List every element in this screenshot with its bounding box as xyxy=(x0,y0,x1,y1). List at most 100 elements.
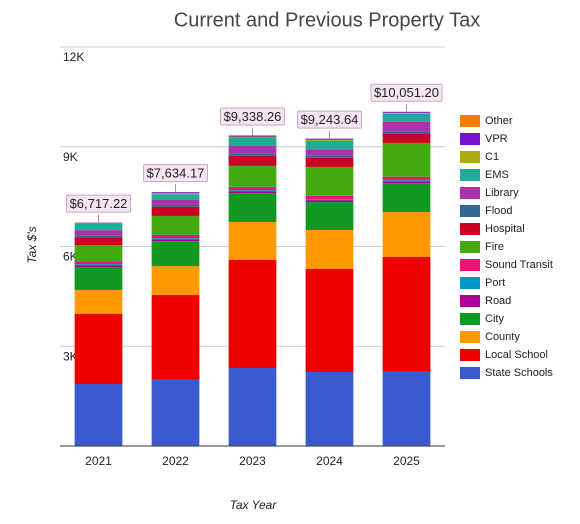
legend-label: Fire xyxy=(485,241,504,253)
bar-segment xyxy=(228,165,277,187)
bar-segment xyxy=(305,139,354,141)
total-label: $10,051.20 xyxy=(374,85,439,100)
bar-segment xyxy=(74,383,123,446)
legend-label: Hospital xyxy=(485,223,525,235)
x-tick-label: 2022 xyxy=(162,454,189,468)
bar-segment xyxy=(305,155,354,158)
legend-swatch xyxy=(460,313,480,325)
bar-segment xyxy=(151,194,200,200)
bar-segment xyxy=(382,180,431,182)
legend-label: State Schools xyxy=(485,367,553,379)
bar-segment xyxy=(74,223,123,231)
bar-segment xyxy=(382,131,431,134)
bar-segment xyxy=(151,215,200,235)
total-label: $9,243.64 xyxy=(301,112,359,127)
bar-segment xyxy=(74,222,123,224)
bar-segment xyxy=(228,193,277,223)
bar-segment xyxy=(382,121,431,132)
y-tick-label: 12K xyxy=(63,50,84,64)
bar-segment xyxy=(228,222,277,260)
bar-segment xyxy=(228,145,277,154)
legend-swatch xyxy=(460,223,480,235)
chart-title: Current and Previous Property Tax xyxy=(174,9,480,31)
bar-segment xyxy=(305,230,354,269)
legend-swatch xyxy=(460,349,480,361)
legend-swatch xyxy=(460,187,480,199)
bar-segment xyxy=(305,149,354,156)
bar-segment xyxy=(228,153,277,156)
bar-segment xyxy=(228,186,277,191)
bar-segment xyxy=(151,379,200,446)
bar-segment xyxy=(382,212,431,257)
bar-segment xyxy=(305,195,354,200)
bar-segment xyxy=(151,193,200,195)
total-label-box xyxy=(370,83,443,102)
legend-label: VPR xyxy=(485,133,508,145)
legend-label: Library xyxy=(485,187,519,199)
bar-segment xyxy=(305,138,354,140)
bar-segment xyxy=(382,371,431,446)
bar-segment xyxy=(305,202,354,231)
bar-segment xyxy=(305,200,354,203)
legend-swatch xyxy=(460,133,480,145)
bar-segment xyxy=(228,155,277,166)
bar-segment xyxy=(74,313,123,384)
bar-segment xyxy=(151,206,200,216)
bar-segment xyxy=(382,256,431,372)
legend-label: City xyxy=(485,313,504,325)
bar-segment xyxy=(151,266,200,296)
legend-label: Local School xyxy=(485,349,548,361)
bar-segment xyxy=(305,372,354,446)
total-label: $6,717.22 xyxy=(70,196,128,211)
legend-swatch xyxy=(460,295,480,307)
bar-segment xyxy=(151,238,200,240)
bar-segment xyxy=(305,166,354,196)
legend-swatch xyxy=(460,151,480,163)
bar-segment xyxy=(74,267,123,291)
bar-segment xyxy=(305,157,354,167)
legend-swatch xyxy=(460,241,480,253)
bar-segment xyxy=(74,223,123,224)
bar-segment xyxy=(151,241,200,267)
bar-segment xyxy=(382,181,431,184)
bar-segment xyxy=(74,235,123,238)
bar-segment xyxy=(151,239,200,242)
bar-segment xyxy=(74,230,123,236)
bar-segment xyxy=(74,264,123,266)
bar-segment xyxy=(305,199,354,201)
legend-label: C1 xyxy=(485,151,499,163)
legend-label: Sound Transit xyxy=(485,259,553,271)
bar-segment xyxy=(382,133,431,143)
bar-segment xyxy=(151,192,200,194)
x-tick-label: 2025 xyxy=(393,454,420,468)
bar-segment xyxy=(382,183,431,213)
bar-segment xyxy=(228,191,277,194)
total-label-box xyxy=(66,194,131,213)
legend-label: Other xyxy=(485,115,513,127)
legend-label: Port xyxy=(485,277,505,289)
legend-swatch xyxy=(460,205,480,217)
bar-segment xyxy=(228,368,277,446)
legend-swatch xyxy=(460,169,480,181)
bar-segment xyxy=(74,290,123,314)
legend-label: County xyxy=(485,331,520,343)
bar-segment xyxy=(228,135,277,137)
bar-segment xyxy=(228,190,277,192)
y-tick-label: 9K xyxy=(63,150,78,164)
bar-segment xyxy=(228,137,277,146)
legend-swatch xyxy=(460,259,480,271)
x-tick-label: 2024 xyxy=(316,454,343,468)
x-tick-label: 2021 xyxy=(85,454,112,468)
bar-segment xyxy=(382,142,431,177)
legend-label: EMS xyxy=(485,169,509,181)
total-label-box xyxy=(143,164,208,183)
total-label-box xyxy=(220,107,285,126)
total-label: $7,634.17 xyxy=(147,166,205,181)
bar-segment xyxy=(74,265,123,268)
total-label: $9,338.26 xyxy=(224,109,282,124)
bar-segment xyxy=(74,237,123,246)
x-axis-label: Tax Year xyxy=(230,498,278,512)
bar-segment xyxy=(305,268,354,373)
legend-swatch xyxy=(460,331,480,343)
